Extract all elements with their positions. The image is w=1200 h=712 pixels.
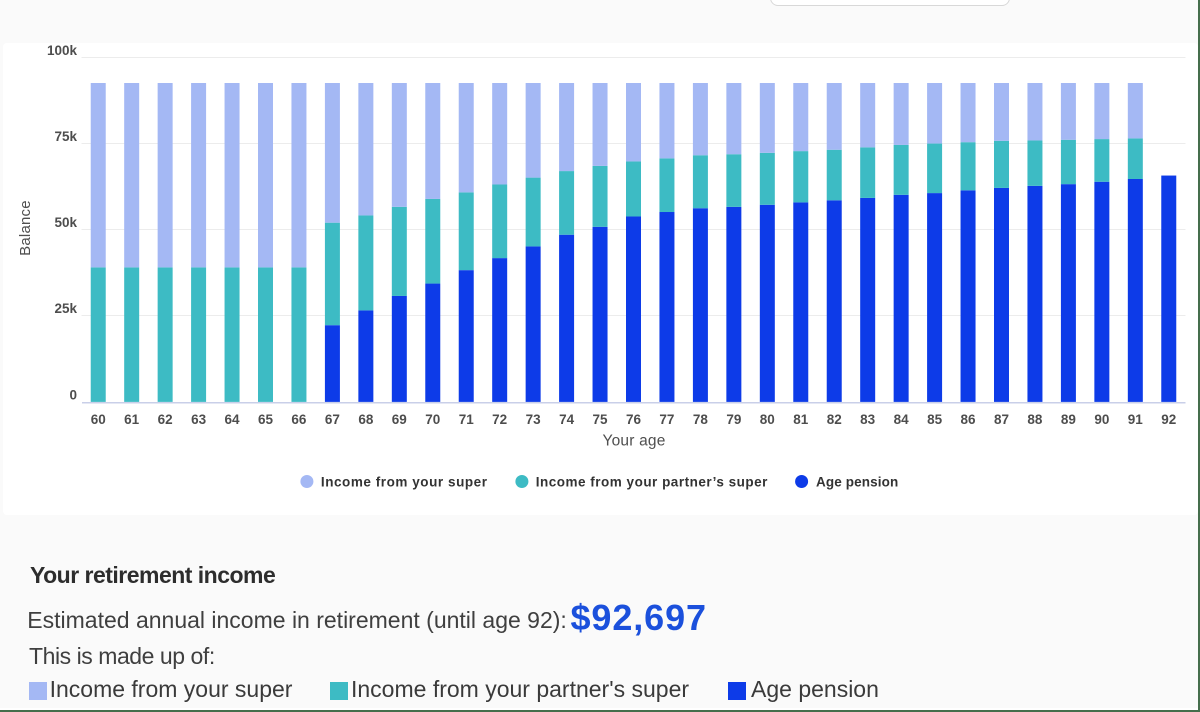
svg-text:82: 82 (827, 412, 842, 427)
svg-text:68: 68 (358, 412, 374, 427)
svg-text:81: 81 (793, 412, 809, 427)
svg-text:60: 60 (91, 412, 106, 427)
svg-text:89: 89 (1061, 412, 1076, 427)
svg-text:73: 73 (526, 412, 542, 427)
svg-text:Income from your super: Income from your super (321, 475, 488, 490)
svg-text:90: 90 (1094, 412, 1109, 427)
svg-text:Balance: Balance (17, 200, 34, 256)
svg-text:62: 62 (158, 412, 173, 427)
svg-text:75k: 75k (54, 129, 77, 144)
svg-text:64: 64 (225, 412, 241, 427)
svg-text:50k: 50k (54, 215, 77, 230)
svg-text:Age pension: Age pension (816, 475, 898, 490)
svg-text:87: 87 (994, 412, 1009, 427)
svg-text:67: 67 (325, 412, 340, 427)
svg-text:78: 78 (693, 412, 709, 427)
svg-text:77: 77 (659, 412, 674, 427)
svg-text:80: 80 (760, 412, 775, 427)
svg-text:100k: 100k (47, 43, 78, 58)
svg-text:91: 91 (1128, 412, 1144, 427)
svg-text:71: 71 (459, 412, 475, 427)
svg-text:69: 69 (392, 412, 407, 427)
svg-text:86: 86 (961, 412, 977, 427)
svg-text:Your age: Your age (602, 433, 665, 450)
svg-text:75: 75 (593, 412, 609, 427)
svg-text:0: 0 (69, 388, 77, 403)
svg-text:61: 61 (124, 412, 140, 427)
svg-text:76: 76 (626, 412, 642, 427)
svg-text:25k: 25k (54, 301, 77, 316)
svg-text:66: 66 (291, 412, 307, 427)
svg-text:Income from your partner’s sup: Income from your partner’s super (536, 475, 768, 490)
svg-text:84: 84 (894, 412, 910, 427)
svg-text:74: 74 (559, 412, 575, 427)
svg-text:92: 92 (1161, 412, 1176, 427)
svg-text:83: 83 (860, 412, 876, 427)
svg-text:65: 65 (258, 412, 274, 427)
svg-text:70: 70 (425, 412, 440, 427)
svg-text:79: 79 (726, 412, 741, 427)
svg-text:85: 85 (927, 412, 943, 427)
svg-text:88: 88 (1027, 412, 1043, 427)
svg-text:63: 63 (191, 412, 207, 427)
svg-text:72: 72 (492, 412, 507, 427)
